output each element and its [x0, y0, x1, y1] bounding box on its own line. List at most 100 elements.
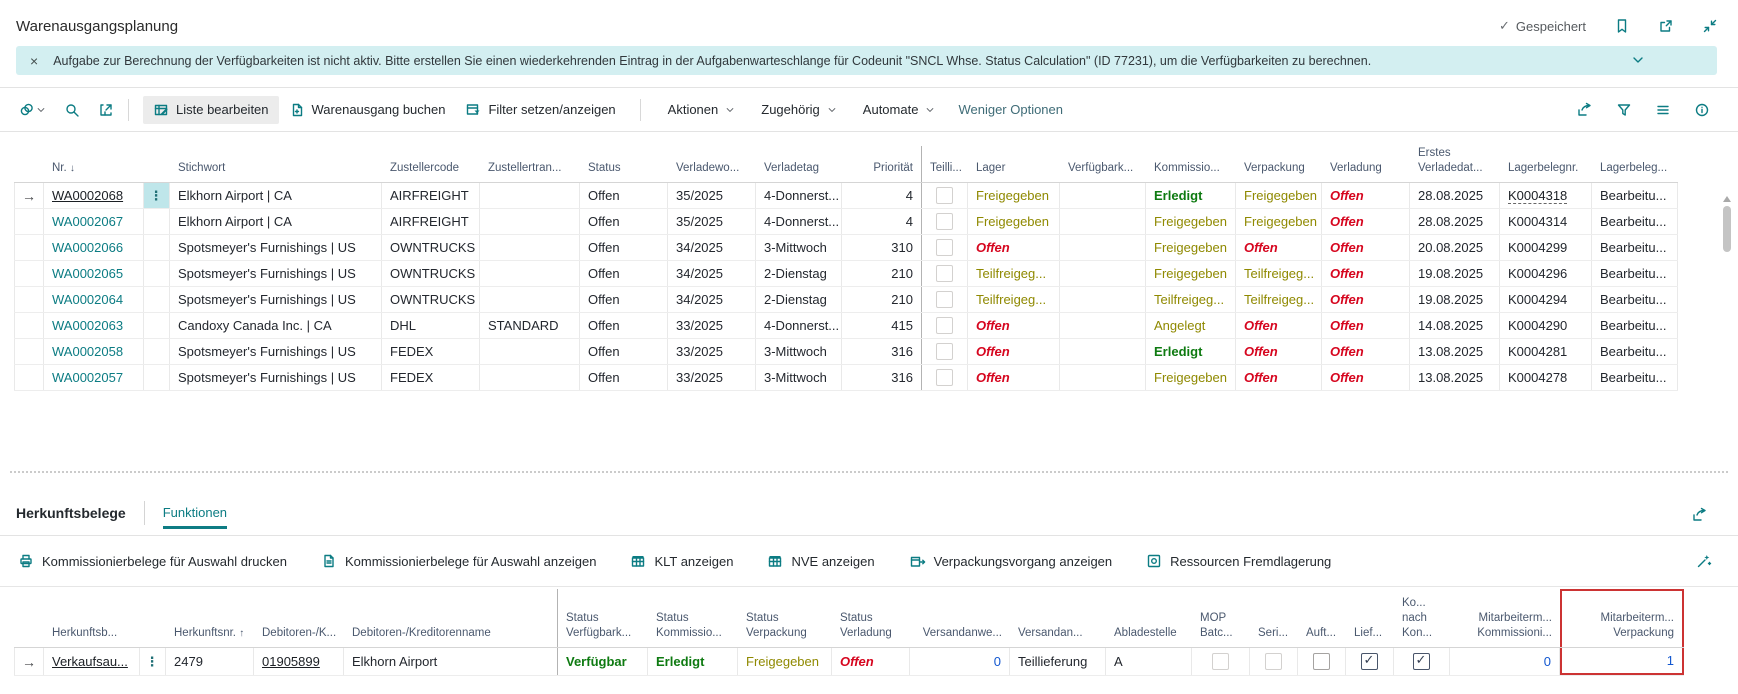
cell-serien[interactable]	[1250, 648, 1298, 675]
cell-lagerbelegstatus[interactable]: Bearbeitu...	[1592, 209, 1678, 234]
cell-kommissionierung[interactable]: Erledigt	[1146, 183, 1236, 208]
cell-zustellercode[interactable]: DHL	[382, 313, 480, 338]
show-pick-documents-button[interactable]: Kommissionierbelege für Auswahl anzeigen	[321, 553, 596, 569]
cell-row-menu[interactable]	[144, 313, 170, 338]
cell-status-kommissionierung[interactable]: Erledigt	[648, 648, 738, 675]
cell-prioritaet[interactable]: 210	[842, 287, 922, 312]
cell-status-verfuegbarkeit[interactable]: Verfügbar	[558, 648, 648, 675]
cell-nr[interactable]: WA0002058	[44, 339, 144, 364]
personalize-icon[interactable]	[1696, 553, 1720, 569]
cell-verladewoche[interactable]: 33/2025	[668, 365, 756, 390]
show-klt-button[interactable]: KLT anzeigen	[630, 553, 733, 569]
cell-auftrag[interactable]	[1298, 648, 1346, 675]
cell-verpackung[interactable]: Teilfreigeg...	[1236, 287, 1322, 312]
cell-verfuegbarkeit[interactable]	[1060, 339, 1146, 364]
cell-row-menu[interactable]	[144, 287, 170, 312]
cell-status-verpackung[interactable]: Freigegeben	[738, 648, 832, 675]
col-header-status-verpackung[interactable]: Status Verpackung	[746, 612, 807, 640]
cell-lagerbelegnr[interactable]: K0004296	[1500, 261, 1592, 286]
col-header-lager[interactable]: Lager	[976, 162, 1006, 175]
cell-kommissionierung[interactable]: Teilfreigeg...	[1146, 287, 1236, 312]
col-header-prioritaet[interactable]: Priorität	[842, 146, 922, 182]
col-header-mitarbeiter-kommissionierung[interactable]: Mitarbeiterm... Kommissioni...	[1477, 612, 1552, 640]
row-menu-icon[interactable]: ⋮	[149, 187, 164, 203]
cell-row-menu[interactable]: ⋮	[144, 183, 170, 208]
search-icon[interactable]	[64, 102, 80, 118]
analyze-icon[interactable]	[98, 102, 114, 118]
checkbox[interactable]	[1212, 653, 1229, 670]
cell-status[interactable]: Offen	[580, 235, 668, 260]
cell-zustellercode[interactable]: OWNTRUCKS	[382, 235, 480, 260]
cell-prioritaet[interactable]: 310	[842, 235, 922, 260]
cell-erstes-verladedatum[interactable]: 28.08.2025	[1410, 183, 1500, 208]
fewer-options-button[interactable]: Weniger Optionen	[958, 102, 1063, 117]
cell-zustellercode[interactable]: AIRFREIGHT	[382, 209, 480, 234]
cell-zustellertransport[interactable]	[480, 339, 580, 364]
collapse-icon[interactable]	[1702, 18, 1718, 34]
cell-status[interactable]: Offen	[580, 313, 668, 338]
col-header-kommissionierung[interactable]: Kommissio...	[1154, 162, 1220, 175]
checkbox[interactable]	[1361, 652, 1378, 670]
bookmark-icon[interactable]	[1614, 18, 1630, 34]
cell-zustellercode[interactable]: FEDEX	[382, 365, 480, 390]
col-header-debitoren-kreditorenname[interactable]: Debitoren-/Kreditorenname	[344, 589, 558, 647]
cell-nr[interactable]: WA0002057	[44, 365, 144, 390]
cell-prioritaet[interactable]: 316	[842, 339, 922, 364]
col-header-status-verfuegbarkeit[interactable]: Status Verfügbark...	[566, 612, 632, 640]
cell-nr[interactable]: WA0002066	[44, 235, 144, 260]
external-storage-resources-button[interactable]: Ressourcen Fremdlagerung	[1146, 553, 1331, 569]
cell-ko-nach-kon[interactable]	[1394, 648, 1450, 675]
cell-lagerbelegnr[interactable]: K0004281	[1500, 339, 1592, 364]
col-header-verfuegbarkeit[interactable]: Verfügbark...	[1068, 162, 1134, 175]
cell-zustellertransport[interactable]: STANDARD	[480, 313, 580, 338]
cell-teillieferung[interactable]	[922, 261, 968, 286]
checkbox[interactable]	[1413, 652, 1430, 670]
cell-zustellertransport[interactable]	[480, 235, 580, 260]
scrollbar-thumb[interactable]	[1723, 206, 1731, 252]
cell-verladewoche[interactable]: 35/2025	[668, 183, 756, 208]
post-shipment-button[interactable]: Warenausgang buchen	[279, 96, 456, 124]
cell-teillieferung[interactable]	[922, 209, 968, 234]
cell-lagerbelegnr[interactable]: K0004290	[1500, 313, 1592, 338]
col-header-erstes-verladedatum[interactable]: Erstes Verladedat...	[1418, 147, 1483, 175]
checkbox[interactable]	[936, 213, 953, 230]
cell-nr[interactable]: WA0002067	[44, 209, 144, 234]
cell-lagerbelegstatus[interactable]: Bearbeitu...	[1592, 183, 1678, 208]
cell-versandart[interactable]: Teillieferung	[1010, 648, 1106, 675]
col-header-teillieferung[interactable]: Teilli...	[930, 162, 962, 175]
cell-select[interactable]	[14, 235, 44, 260]
cell-status[interactable]: Offen	[580, 209, 668, 234]
cell-teillieferung[interactable]	[922, 183, 968, 208]
cell-verladewoche[interactable]: 34/2025	[668, 261, 756, 286]
cell-versandanweisung[interactable]: 0	[910, 648, 1010, 675]
cell-verladetag[interactable]: 3-Mittwoch	[756, 365, 842, 390]
cell-nr[interactable]: WA0002068	[44, 183, 144, 208]
cell-lager[interactable]: Offen	[968, 365, 1060, 390]
col-header-verladewoche[interactable]: Verladewo...	[676, 162, 740, 175]
col-header-lagerbelegstatus[interactable]: Lagerbeleg...	[1600, 162, 1668, 175]
cell-verladewoche[interactable]: 33/2025	[668, 339, 756, 364]
cell-abladestelle[interactable]: A	[1106, 648, 1192, 675]
col-header-status-verladung[interactable]: Status Verladung	[840, 612, 892, 640]
checkbox[interactable]	[1313, 653, 1330, 670]
cell-erstes-verladedatum[interactable]: 13.08.2025	[1410, 365, 1500, 390]
print-pick-documents-button[interactable]: Kommissionierbelege für Auswahl drucken	[18, 553, 287, 569]
cell-kommissionierung[interactable]: Angelegt	[1146, 313, 1236, 338]
cell-herkunftsnr[interactable]: 2479	[166, 648, 254, 675]
cell-zustellercode[interactable]: FEDEX	[382, 339, 480, 364]
cell-zustellertransport[interactable]	[480, 183, 580, 208]
cell-lagerbelegnr[interactable]: K0004318	[1500, 183, 1592, 208]
cell-lager[interactable]: Freigegeben	[968, 209, 1060, 234]
cell-zustellertransport[interactable]	[480, 261, 580, 286]
cell-verpackung[interactable]: Offen	[1236, 313, 1322, 338]
cell-verfuegbarkeit[interactable]	[1060, 365, 1146, 390]
cell-kommissionierung[interactable]: Erledigt	[1146, 339, 1236, 364]
cell-lagerbelegnr[interactable]: K0004294	[1500, 287, 1592, 312]
col-header-verladetag[interactable]: Verladetag	[764, 162, 819, 175]
list-layout-icon[interactable]	[1655, 102, 1671, 118]
vertical-scrollbar[interactable]	[1723, 196, 1731, 396]
tab-funktionen[interactable]: Funktionen	[162, 505, 228, 529]
edit-list-button[interactable]: Liste bearbeiten	[143, 95, 279, 124]
show-packing-process-button[interactable]: Verpackungsvorgang anzeigen	[909, 553, 1112, 569]
automate-menu[interactable]: Automate	[863, 102, 936, 117]
